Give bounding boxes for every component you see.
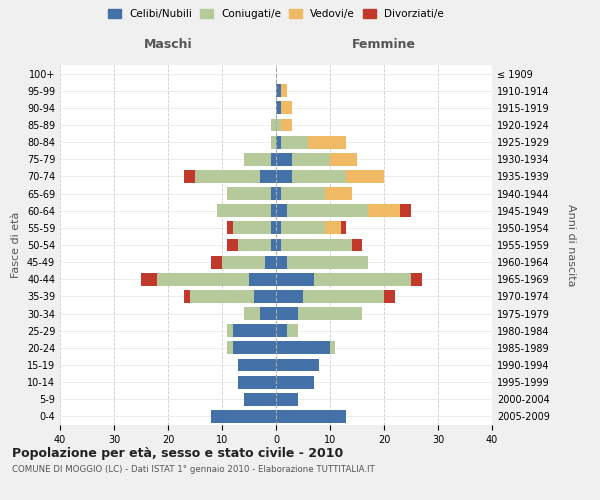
Bar	[276, 153, 292, 166]
Bar	[281, 118, 292, 132]
Bar	[157, 273, 249, 285]
Bar	[292, 170, 346, 183]
Bar	[281, 84, 287, 97]
Bar	[352, 238, 362, 252]
Bar	[227, 324, 233, 337]
Bar	[227, 222, 233, 234]
Bar	[330, 153, 357, 166]
Bar	[227, 238, 238, 252]
Bar	[217, 204, 271, 217]
Bar	[271, 204, 276, 217]
Bar	[303, 290, 384, 303]
Legend: Celibi/Nubili, Coniugati/e, Vedovi/e, Divorziati/e: Celibi/Nubili, Coniugati/e, Vedovi/e, Di…	[104, 5, 448, 24]
Bar	[244, 393, 276, 406]
Bar	[368, 204, 400, 217]
Bar	[184, 290, 190, 303]
Bar	[292, 153, 330, 166]
Bar	[411, 273, 422, 285]
Bar	[281, 136, 308, 148]
Bar	[238, 358, 276, 372]
Bar	[276, 204, 287, 217]
Bar	[195, 170, 260, 183]
Bar	[222, 256, 265, 268]
Bar	[271, 118, 276, 132]
Bar	[281, 222, 325, 234]
Bar	[211, 410, 276, 423]
Bar	[249, 273, 276, 285]
Bar	[276, 410, 346, 423]
Bar	[271, 222, 276, 234]
Bar	[276, 342, 330, 354]
Text: Femmine: Femmine	[352, 38, 416, 52]
Bar	[276, 376, 314, 388]
Bar	[233, 222, 271, 234]
Bar	[141, 273, 157, 285]
Bar	[287, 204, 368, 217]
Bar	[227, 187, 271, 200]
Bar	[400, 204, 411, 217]
Bar	[276, 187, 281, 200]
Bar	[211, 256, 222, 268]
Bar	[298, 307, 362, 320]
Bar	[276, 393, 298, 406]
Bar	[238, 376, 276, 388]
Bar	[238, 238, 271, 252]
Bar	[233, 342, 276, 354]
Bar	[244, 307, 260, 320]
Bar	[254, 290, 276, 303]
Bar	[325, 187, 352, 200]
Bar	[260, 307, 276, 320]
Bar	[384, 290, 395, 303]
Text: Popolazione per età, sesso e stato civile - 2010: Popolazione per età, sesso e stato civil…	[12, 448, 343, 460]
Bar	[271, 136, 276, 148]
Bar	[276, 290, 303, 303]
Text: COMUNE DI MOGGIO (LC) - Dati ISTAT 1° gennaio 2010 - Elaborazione TUTTITALIA.IT: COMUNE DI MOGGIO (LC) - Dati ISTAT 1° ge…	[12, 466, 375, 474]
Bar	[265, 256, 276, 268]
Bar	[276, 170, 292, 183]
Bar	[271, 187, 276, 200]
Bar	[276, 84, 281, 97]
Bar	[281, 187, 325, 200]
Y-axis label: Fasce di età: Fasce di età	[11, 212, 21, 278]
Bar	[260, 170, 276, 183]
Bar	[271, 153, 276, 166]
Bar	[341, 222, 346, 234]
Bar	[276, 307, 298, 320]
Bar	[287, 324, 298, 337]
Bar	[227, 342, 233, 354]
Bar	[330, 342, 335, 354]
Y-axis label: Anni di nascita: Anni di nascita	[566, 204, 577, 286]
Bar	[276, 222, 281, 234]
Bar	[276, 238, 281, 252]
Bar	[346, 170, 384, 183]
Bar	[276, 273, 314, 285]
Bar	[184, 170, 195, 183]
Bar	[276, 256, 287, 268]
Bar	[325, 222, 341, 234]
Bar	[276, 324, 287, 337]
Bar	[281, 102, 292, 114]
Bar	[276, 358, 319, 372]
Bar	[190, 290, 254, 303]
Bar	[244, 153, 271, 166]
Bar	[233, 324, 276, 337]
Bar	[276, 136, 281, 148]
Bar	[287, 256, 368, 268]
Text: Maschi: Maschi	[143, 38, 193, 52]
Bar	[281, 238, 352, 252]
Bar	[271, 238, 276, 252]
Bar	[308, 136, 346, 148]
Bar	[276, 102, 281, 114]
Bar	[276, 118, 281, 132]
Bar	[314, 273, 411, 285]
